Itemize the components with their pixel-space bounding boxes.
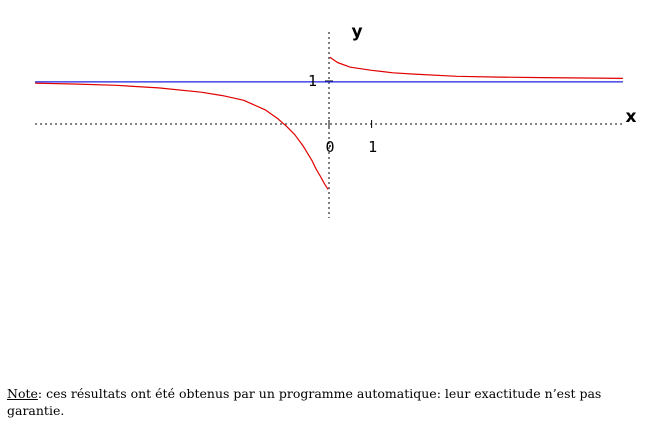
disclaimer-note: Note: ces résultats ont été obtenus par …: [7, 385, 662, 419]
x-tick-label: 1: [368, 138, 377, 156]
curve-right-branch: [329, 56, 623, 79]
y-tick-label: 1: [308, 72, 317, 90]
x-tick-label: 0: [325, 138, 334, 156]
note-text: : ces résultats ont été obtenus par un p…: [7, 386, 602, 418]
axes: [35, 32, 623, 218]
labels: 0 1 1 x y: [308, 22, 636, 156]
series-layer: [35, 56, 623, 190]
x-axis-label: x: [625, 107, 636, 127]
curve-left-branch: [35, 82, 329, 190]
note-label: Note: [7, 386, 38, 401]
y-axis-label: y: [351, 22, 362, 42]
function-plot: 0 1 1 x y: [35, 22, 636, 218]
